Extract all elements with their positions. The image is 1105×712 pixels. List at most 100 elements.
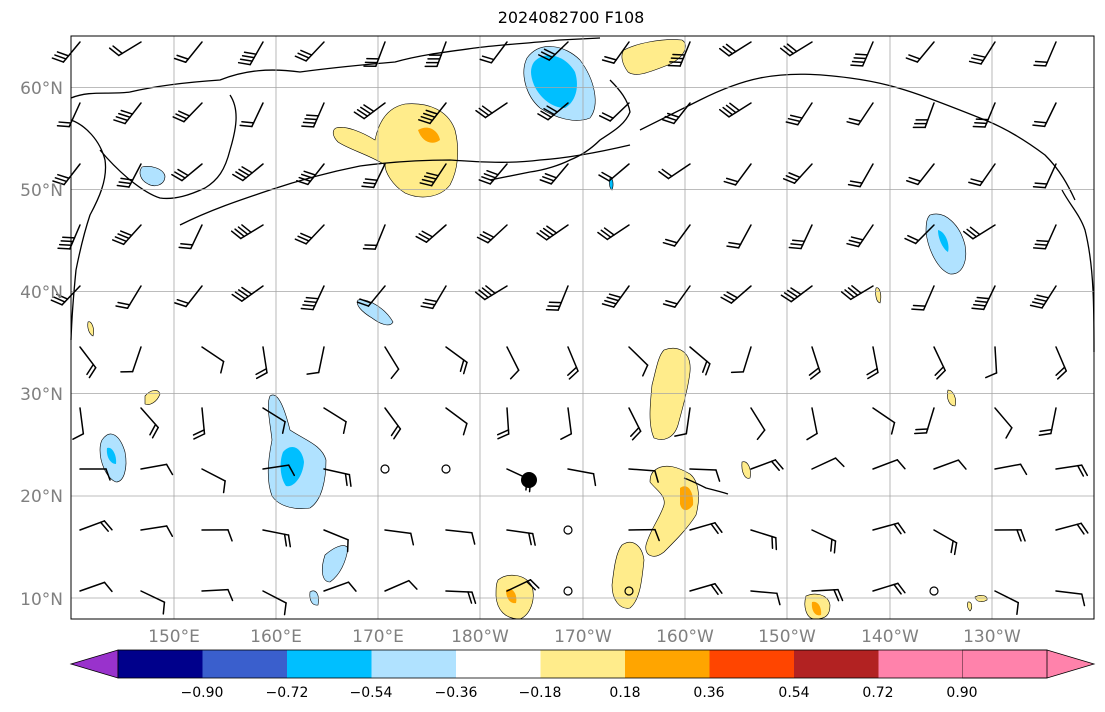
contour-pos-small-7 [967,601,973,612]
wind-barb [689,468,721,482]
wind-barb [116,163,142,188]
wind-barb [479,41,508,64]
wind-barb [597,224,630,241]
wind-barb [972,102,996,128]
wind-barb [140,590,166,615]
wind-barb [140,407,159,439]
wind-barb [171,163,203,182]
lat-label: 50°N [20,181,63,201]
wind-barb [445,590,477,604]
wind-barb [201,346,225,374]
colorbar-segment [202,650,287,678]
colorbar: −0.90 −0.72 −0.54 −0.36 −0.18 0.18 0.36 … [69,649,1096,701]
contour-pos-small-2 [144,390,161,405]
lon-label: 160°E [250,627,302,647]
wind-barb [750,529,778,551]
contour-pos-aleutian [332,103,459,198]
wind-barb [560,407,573,440]
wind-barb [994,590,1019,616]
wind-barb [380,464,390,474]
wind-barb [192,407,206,440]
wind-barb [872,522,906,535]
wind-barb [420,285,447,310]
colorbar-tick-label: 0.90 [946,685,977,701]
wind-barb [113,102,142,125]
lat-label: 60°N [20,79,63,99]
colorbar-segment [371,650,456,678]
wind-barb [445,407,468,436]
wind-barb [239,102,264,128]
wind-barb [445,529,476,545]
contour-pos-south-150w-core [811,601,822,616]
wind-barb [72,407,85,440]
wind-barb [628,407,642,441]
colorbar-tick-label: −0.18 [519,685,562,701]
contour-neg-small-1 [139,166,166,187]
wind-barb [474,285,508,301]
contour-pos-hawaii-core [680,486,694,511]
colorbar-segment [540,650,625,678]
wind-barb [994,463,1028,476]
contour-neg-gulf-core [938,230,949,252]
wind-barb [1029,285,1057,309]
colorbar-extend-min [69,649,119,679]
wind-barb [933,346,946,380]
wind-barb [545,285,569,311]
wind-barb [994,529,1026,542]
lon-label: 160°W [656,627,714,647]
colorbar-tick-label: −0.36 [435,685,478,701]
wind-barb [782,163,813,184]
contour-pos-line-islands [611,541,645,609]
contour-pos-aleutian-core [418,127,440,143]
wind-barb [294,41,325,62]
wind-barb [779,41,813,57]
wind-barb [539,163,569,185]
wind-barb [811,588,844,602]
wind-barb [108,41,142,57]
wind-barb [808,346,821,380]
wind-barb [1032,102,1057,128]
wind-barb [52,163,81,186]
contour-neg-central-w-core [280,447,304,487]
wind-barb [962,224,996,240]
wind-barb [840,285,874,301]
wind-barb [1055,522,1089,535]
wind-barb [1032,163,1057,189]
contour-pos-small-3 [741,461,751,479]
contour-pos-south-180-core [506,588,517,604]
wind-barb [79,581,113,593]
colorbar-segment [878,650,963,678]
wind-barb [231,285,264,302]
wind-barb [79,468,111,481]
wind-barb [567,346,579,380]
wind-barb [323,529,349,553]
wind-barb [323,581,357,592]
wind-barb [201,468,226,494]
gridlines [71,36,1094,619]
wind-barb [1055,590,1086,607]
wind-barb [356,285,386,307]
colorbar-outline [117,649,1048,679]
wind-barb [172,102,203,123]
wind-barb [689,522,723,535]
wind-barb [300,285,325,311]
wind-barb [445,346,468,375]
wind-barb [384,529,415,546]
wind-barb [866,346,879,380]
wind-barb [785,102,813,126]
wind-barb [537,102,569,121]
coastline-kamchatka [99,94,237,200]
wind-barb [418,102,447,125]
wind-barb [912,102,935,129]
wind-barb [1038,407,1057,437]
wind-barb [628,468,659,483]
wind-barb [750,590,781,606]
wind-barb [563,586,573,596]
wind-barb [726,224,752,249]
wind-barb [968,41,996,65]
wind-barb [424,41,447,68]
wind-barb [178,224,203,250]
lon-label: 180°W [451,627,509,647]
coastline-aleutians [179,144,631,226]
wind-barb [598,102,630,122]
